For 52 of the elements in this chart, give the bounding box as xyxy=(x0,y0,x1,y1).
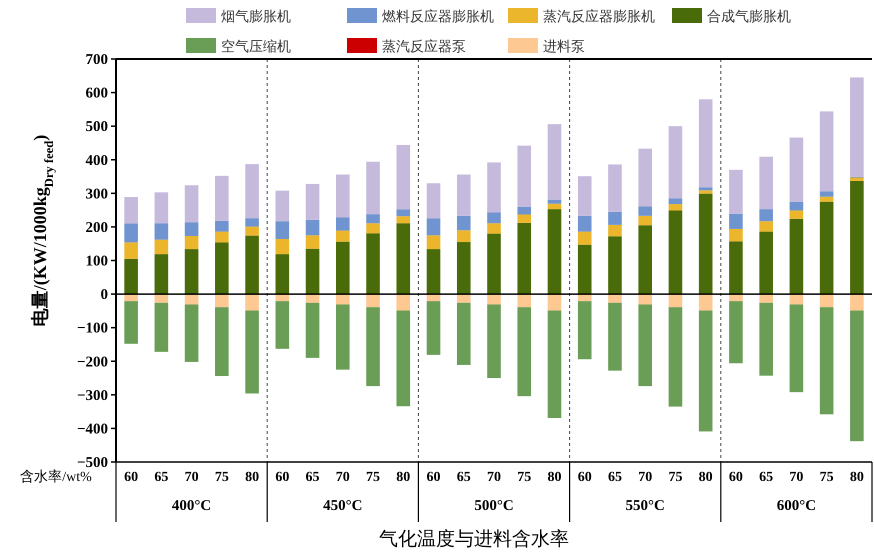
x-tick-label: 70 xyxy=(638,470,652,485)
x-tick-label: 70 xyxy=(336,470,350,485)
legend-label: 烟气膨胀机 xyxy=(221,9,291,25)
text: 400°C xyxy=(172,498,212,514)
y-tick-label: −400 xyxy=(76,421,108,438)
x-tick-label: 80 xyxy=(396,470,410,485)
x-tick-label: 80 xyxy=(850,470,864,485)
y-tick-label: 300 xyxy=(86,186,108,202)
y-tick-label: 600 xyxy=(86,86,108,102)
y-tick-label: −200 xyxy=(76,354,108,370)
y-tick-label: −500 xyxy=(76,455,108,471)
x-tick-label: 60 xyxy=(578,470,592,485)
x-tick-label: 65 xyxy=(608,470,622,485)
x-tick-label: 65 xyxy=(154,470,168,485)
x-tick-label: 80 xyxy=(547,470,562,485)
x-tick-label: 70 xyxy=(487,470,501,485)
legend-label: 合成气膨胀机 xyxy=(707,9,791,25)
x-tick-label: 70 xyxy=(184,470,199,485)
y-tick-label: 200 xyxy=(86,220,108,236)
legend-label: 燃料反应器膨胀机 xyxy=(382,9,494,25)
x-tick-label: 70 xyxy=(789,470,804,485)
x-tick-label: 80 xyxy=(245,470,260,485)
y-tick-label: 500 xyxy=(86,119,108,136)
x-tick-label: 75 xyxy=(820,470,834,485)
legend-label: 空气压缩机 xyxy=(221,39,291,55)
x-tick-label: 65 xyxy=(759,470,774,485)
x-tick-label: 65 xyxy=(306,470,320,485)
x-tick-label: 75 xyxy=(517,470,532,485)
y-tick-label: 400 xyxy=(86,152,108,169)
x-tick-label: 60 xyxy=(426,470,441,485)
x-tick-label: 65 xyxy=(456,470,471,485)
y-tick-label: 100 xyxy=(86,254,108,270)
x-tick-label: 60 xyxy=(275,470,290,485)
text: 450°C xyxy=(323,498,362,514)
y-tick-label: 700 xyxy=(86,52,108,68)
legend-label: 进料泵 xyxy=(543,39,585,55)
y-tick-label: 0 xyxy=(100,287,108,304)
x-tick-label: 75 xyxy=(366,470,380,485)
x-tick-label: 60 xyxy=(124,470,138,485)
x-tick-label: 75 xyxy=(214,470,229,485)
x-tick-label: 75 xyxy=(668,470,682,485)
x-tick-label: 60 xyxy=(728,470,743,485)
x-axis-title: 气化温度与进料含水率 xyxy=(379,528,569,550)
y-tick-label: −100 xyxy=(76,320,108,337)
text: 600°C xyxy=(776,498,816,514)
text: 500°C xyxy=(474,498,514,514)
x-tick-label: 80 xyxy=(698,470,713,485)
legend-label: 蒸汽反应器泵 xyxy=(382,39,466,55)
legend-label: 蒸汽反应器膨胀机 xyxy=(543,9,655,25)
y-tick-label: −300 xyxy=(76,388,108,404)
text: 含水率/wt% xyxy=(20,469,92,485)
text: 550°C xyxy=(626,498,665,514)
